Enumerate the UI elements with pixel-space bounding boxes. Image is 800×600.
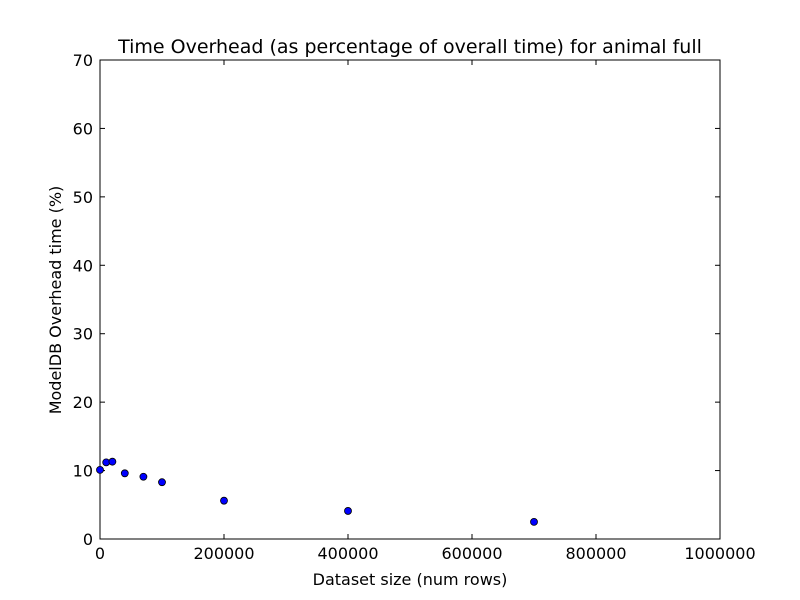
axis-ticks <box>99 59 721 540</box>
y-tick-label: 50 <box>73 188 93 207</box>
x-tick-label: 200000 <box>193 544 254 563</box>
x-tick-label: 1000000 <box>684 544 755 563</box>
data-point <box>96 465 104 474</box>
x-tick-label: 400000 <box>317 544 378 563</box>
y-tick-label: 70 <box>73 51 93 70</box>
y-tick-label: 60 <box>73 119 93 138</box>
data-point <box>220 496 228 505</box>
data-point <box>158 478 166 487</box>
chart-title: Time Overhead (as percentage of overall … <box>117 36 702 58</box>
data-point <box>344 507 352 515</box>
y-tick-label: 0 <box>83 530 93 549</box>
x-tick-label: 600000 <box>441 544 502 563</box>
x-axis-label: Dataset size (num rows) <box>313 570 508 589</box>
y-tick-label: 40 <box>73 256 93 275</box>
data-point <box>139 472 148 481</box>
data-point <box>530 517 538 526</box>
axis-tick-labels: 0 200000 400000 600000 800000 1000000 0 10 20 30 4… <box>73 51 756 563</box>
y-tick-label: 30 <box>73 325 93 344</box>
x-tick-label: 0 <box>95 544 105 563</box>
y-tick-label: 20 <box>73 393 93 412</box>
data-point <box>120 469 129 478</box>
y-tick-label: 10 <box>73 462 93 481</box>
x-tick-label: 800000 <box>565 544 626 563</box>
y-axis-label: ModelDB Overhead time (%) <box>46 186 65 415</box>
data-point <box>108 457 117 466</box>
data-points <box>96 457 538 526</box>
plot-area <box>99 59 721 540</box>
